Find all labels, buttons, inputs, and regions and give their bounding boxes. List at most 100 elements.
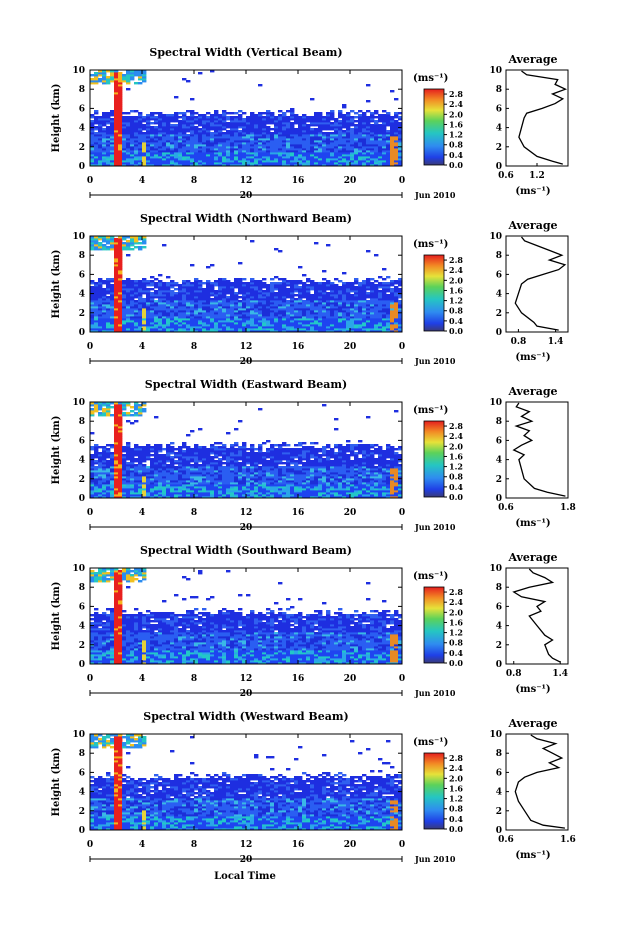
panel-2: Spectral Width (Northward Beam) 0 2 4 6 8 10 He…: [51, 212, 569, 367]
y-tick-label: 6: [79, 768, 85, 778]
colorbar-tick-label: 0.4: [449, 648, 463, 658]
avg-x-tick-label: 0.8: [511, 337, 527, 347]
colorbar-tick-label: 2.8: [449, 587, 463, 597]
y-tick-label: 0: [79, 162, 85, 172]
avg-y-tick-label: 2: [496, 641, 502, 651]
x-tick-label: 20: [344, 508, 357, 518]
y-tick-label: 6: [79, 104, 85, 114]
heatmap: [90, 70, 403, 167]
panel-3: Spectral Width (Eastward Beam) 0 2 4 6 8 10 Hei…: [51, 378, 576, 533]
avg-title: Average: [507, 385, 557, 398]
colorbar: [423, 752, 445, 830]
y-tick-label: 0: [79, 328, 85, 338]
avg-profile-line: [512, 568, 561, 663]
y-tick-label: 6: [79, 270, 85, 280]
y-tick-label: 4: [79, 788, 85, 798]
avg-y-tick-label: 2: [496, 309, 502, 319]
x-tick-label: 0: [399, 176, 405, 186]
avg-title: Average: [507, 717, 557, 730]
avg-y-tick-label: 6: [496, 602, 502, 612]
colorbar-tick-label: 1.6: [449, 285, 463, 295]
avg-y-tick-label: 4: [496, 788, 502, 798]
avg-x-tick-label: 1.4: [548, 337, 564, 347]
y-tick-label: 8: [79, 749, 85, 759]
date-label: 20: [240, 357, 253, 367]
avg-x-tick-label: 1.4: [552, 669, 568, 679]
x-tick-label: 0: [87, 840, 93, 850]
x-tick-label: 8: [191, 342, 197, 352]
x-tick-label: 4: [139, 674, 145, 684]
colorbar-tick-label: 2.8: [449, 753, 463, 763]
x-tick-label: 20: [344, 674, 357, 684]
avg-x-tick-label: 1.8: [560, 503, 576, 513]
avg-x-axis-label: (ms⁻¹): [515, 352, 550, 363]
x-tick-label: 16: [292, 508, 305, 518]
colorbar: [423, 88, 445, 166]
y-tick-label: 2: [79, 475, 85, 485]
x-tick-label: 4: [139, 840, 145, 850]
colorbar-tick-label: 2.0: [449, 441, 463, 451]
y-tick-label: 4: [79, 290, 85, 300]
avg-x-axis-label: (ms⁻¹): [515, 518, 550, 529]
avg-frame: [505, 235, 569, 333]
x-tick-label: 0: [87, 674, 93, 684]
avg-x-axis-label: (ms⁻¹): [515, 850, 550, 861]
avg-y-tick-label: 6: [496, 270, 502, 280]
x-tick-label: 0: [399, 508, 405, 518]
avg-y-tick-label: 2: [496, 807, 502, 817]
y-tick-label: 8: [79, 583, 85, 593]
colorbar-tick-label: 2.8: [449, 255, 463, 265]
colorbar-tick-label: 1.6: [449, 617, 463, 627]
y-axis-label: Height (km): [51, 416, 62, 485]
avg-frame: [505, 733, 569, 831]
avg-y-tick-label: 2: [496, 143, 502, 153]
y-tick-label: 2: [79, 309, 85, 319]
panel-1: Spectral Width (Vertical Beam) 0 2 4 6 8 10 Hei…: [51, 46, 569, 201]
colorbar-tick-label: 0.0: [449, 824, 463, 834]
heatmap: [90, 734, 403, 831]
x-tick-label: 20: [344, 342, 357, 352]
y-tick-label: 10: [72, 564, 85, 574]
avg-y-tick-label: 2: [496, 475, 502, 485]
avg-y-tick-label: 8: [496, 583, 502, 593]
colorbar-tick-label: 0.8: [449, 306, 463, 316]
avg-y-tick-label: 6: [496, 104, 502, 114]
avg-x-tick-label: 0.6: [498, 171, 514, 181]
avg-x-axis-label: (ms⁻¹): [515, 684, 550, 695]
avg-y-tick-label: 10: [489, 564, 502, 574]
avg-profile-line: [514, 236, 567, 331]
colorbar-tick-label: 0.8: [449, 472, 463, 482]
y-tick-label: 4: [79, 124, 85, 134]
x-tick-label: 8: [191, 674, 197, 684]
colorbar-tick-label: 0.4: [449, 316, 463, 326]
colorbar-tick-label: 2.4: [449, 597, 463, 607]
avg-title: Average: [507, 551, 557, 564]
x-tick-label: 0: [399, 840, 405, 850]
colorbar-tick-label: 1.2: [449, 628, 463, 638]
colorbar-tick-label: 2.4: [449, 763, 463, 773]
avg-profile-line: [518, 70, 568, 165]
avg-x-tick-label: 0.8: [506, 669, 522, 679]
colorbar-tick-label: 2.8: [449, 89, 463, 99]
y-axis-label: Height (km): [51, 748, 62, 817]
colorbar-tick-label: 0.4: [449, 482, 463, 492]
x-tick-label: 20: [344, 840, 357, 850]
x-tick-label: 4: [139, 508, 145, 518]
colorbar-tick-label: 2.4: [449, 431, 463, 441]
colorbar-tick-label: 2.4: [449, 99, 463, 109]
colorbar-tick-label: 2.0: [449, 109, 463, 119]
colorbar-tick-label: 2.4: [449, 265, 463, 275]
avg-y-tick-label: 8: [496, 749, 502, 759]
x-tick-label: 16: [292, 176, 305, 186]
avg-y-tick-label: 10: [489, 730, 502, 740]
avg-y-tick-label: 6: [496, 768, 502, 778]
y-tick-label: 10: [72, 66, 85, 76]
x-tick-label: 12: [240, 342, 253, 352]
y-tick-label: 6: [79, 602, 85, 612]
avg-y-tick-label: 4: [496, 290, 502, 300]
x-tick-label: 0: [87, 176, 93, 186]
colorbar: [423, 586, 445, 664]
y-tick-label: 0: [79, 494, 85, 504]
avg-frame: [505, 69, 569, 167]
x-tick-label: 12: [240, 840, 253, 850]
